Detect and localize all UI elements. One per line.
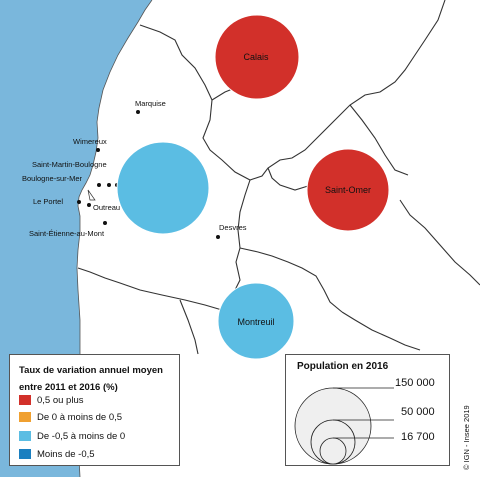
swatch-dark-blue xyxy=(19,449,31,459)
swatch-orange xyxy=(19,412,31,422)
town-dot-marquise xyxy=(136,110,140,114)
coastline xyxy=(76,0,153,477)
town-dot-desvres xyxy=(216,235,220,239)
legend-population-circles: 150 000 50 000 16 700 xyxy=(294,377,435,465)
town-dot-boulogne-sur-mer-1 xyxy=(107,183,111,187)
circle-calais xyxy=(214,14,300,100)
pop-value-large: 150 000 xyxy=(395,377,435,389)
circle-montreuil xyxy=(217,282,295,360)
circle-saint-omer xyxy=(306,148,390,232)
pop-circle-small xyxy=(319,437,347,465)
legend-rate-label: De 0 à moins de 0,5 xyxy=(37,411,123,423)
town-label-boulogne-sur-mer: Boulogne-sur-Mer xyxy=(22,174,83,183)
town-dot-outreau xyxy=(87,203,91,207)
legend-rate: Taux de variation annuel moyen entre 201… xyxy=(9,354,180,466)
town-label-desvres: Desvres xyxy=(219,223,247,232)
swatch-red xyxy=(19,395,31,405)
town-label-saint-etienne-au-mont: Saint-Étienne-au-Mont xyxy=(29,229,105,238)
circle-label-montreuil: Montreuil xyxy=(237,317,274,327)
town-dot-wimereux xyxy=(96,148,100,152)
legend-rate-item: De 0 à moins de 0,5 xyxy=(19,411,122,423)
legend-rate-item: 0,5 ou plus xyxy=(19,394,83,406)
pop-value-medium: 50 000 xyxy=(401,406,435,418)
legend-rate-item: Moins de -0,5 xyxy=(19,448,95,460)
circle-label-calais: Calais xyxy=(243,52,269,62)
town-dot-saint-etienne-au-mont xyxy=(103,221,107,225)
swatch-light-blue xyxy=(19,431,31,441)
town-label-le-portel: Le Portel xyxy=(33,197,63,206)
credit: © IGN - Insee 2019 xyxy=(462,405,471,470)
pop-value-small: 16 700 xyxy=(401,431,435,443)
harbour-pointer xyxy=(87,189,96,201)
town-label-marquise: Marquise xyxy=(135,99,166,108)
town-label-outreau: Outreau xyxy=(93,203,120,212)
legend-population-title: Population en 2016 xyxy=(297,361,389,372)
town-dot-le-portel xyxy=(77,200,81,204)
town-label-wimereux: Wimereux xyxy=(73,137,107,146)
legend-rate-label: Moins de -0,5 xyxy=(37,448,95,460)
legend-rate-title: Taux de variation annuel moyen entre 201… xyxy=(19,365,163,393)
legend-rate-item: De -0,5 à moins de 0 xyxy=(19,430,125,442)
town-label-saint-martin-boulogne: Saint-Martin-Boulogne xyxy=(32,160,107,169)
circle-boulogne-sur-mer xyxy=(116,141,210,235)
legend-rate-label: De -0,5 à moins de 0 xyxy=(37,430,126,442)
legend-rate-label: 0,5 ou plus xyxy=(37,394,84,406)
town-dot-saint-martin-boulogne xyxy=(97,183,101,187)
proportional-circles: Calais Saint-Omer Montreuil xyxy=(116,14,390,360)
territory-borders xyxy=(77,0,480,355)
legend-population: Population en 2016 150 000 50 000 16 700 xyxy=(285,354,450,466)
circle-label-saint-omer: Saint-Omer xyxy=(325,185,371,195)
